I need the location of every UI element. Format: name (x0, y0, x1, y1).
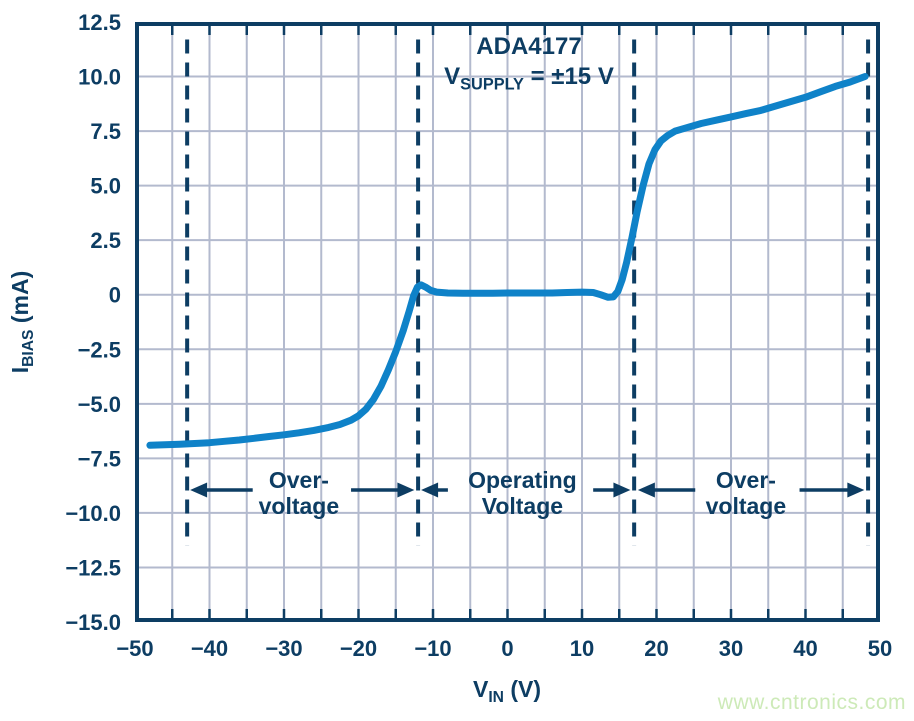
x-tick-label: −10 (414, 636, 451, 661)
y-tick-label: 2.5 (90, 228, 121, 253)
watermark: www.cntronics.com (717, 691, 906, 714)
bias-current-curve (146, 73, 869, 449)
x-tick-label: 0 (501, 636, 513, 661)
y-tick-label: −10.0 (65, 501, 121, 526)
region-label-line1: Over- (269, 467, 329, 493)
annotation-arrow-head (613, 482, 631, 498)
annotation-arrow-head (847, 482, 865, 498)
plot-frame (135, 22, 880, 622)
x-tick-label: 30 (719, 636, 743, 661)
annotation-arrow-head (397, 482, 415, 498)
x-tick-label: 10 (570, 636, 594, 661)
x-tick-label: −40 (191, 636, 228, 661)
annotation-arrow-head (637, 482, 655, 498)
region-label-line1: Over- (716, 467, 776, 493)
region-label-line2: voltage (259, 493, 340, 519)
x-tick-label: 50 (868, 636, 892, 661)
region-label-line2: Voltage (482, 493, 563, 519)
x-tick-label: −20 (340, 636, 377, 661)
x-tick-label: −30 (265, 636, 302, 661)
annotation-arrow-head (190, 482, 208, 498)
y-tick-label: 5.0 (90, 174, 121, 199)
x-tick-label: −50 (116, 636, 153, 661)
y-tick-label: −7.5 (78, 446, 121, 471)
region-label-line1: Operating (468, 467, 577, 493)
y-tick-label: 7.5 (90, 119, 121, 144)
chart-title: ADA4177 (476, 33, 581, 60)
chart-subtitle: VSUPPLY = ±15 V (444, 63, 614, 93)
y-tick-label: −5.0 (78, 392, 121, 417)
x-tick-label: 40 (793, 636, 817, 661)
y-tick-label: 0 (109, 283, 121, 308)
y-axis-title: IBIAS (mA) (7, 271, 37, 374)
x-tick-label: 20 (644, 636, 668, 661)
y-tick-label: −12.5 (65, 555, 121, 580)
y-tick-label: 12.5 (78, 10, 121, 35)
region-label-line2: voltage (706, 493, 787, 519)
y-tick-label: −2.5 (78, 337, 121, 362)
y-tick-label: 10.0 (78, 65, 121, 90)
x-axis-title: VIN (V) (473, 676, 541, 706)
annotation-arrow-head (421, 482, 439, 498)
y-tick-label: −15.0 (65, 610, 121, 635)
